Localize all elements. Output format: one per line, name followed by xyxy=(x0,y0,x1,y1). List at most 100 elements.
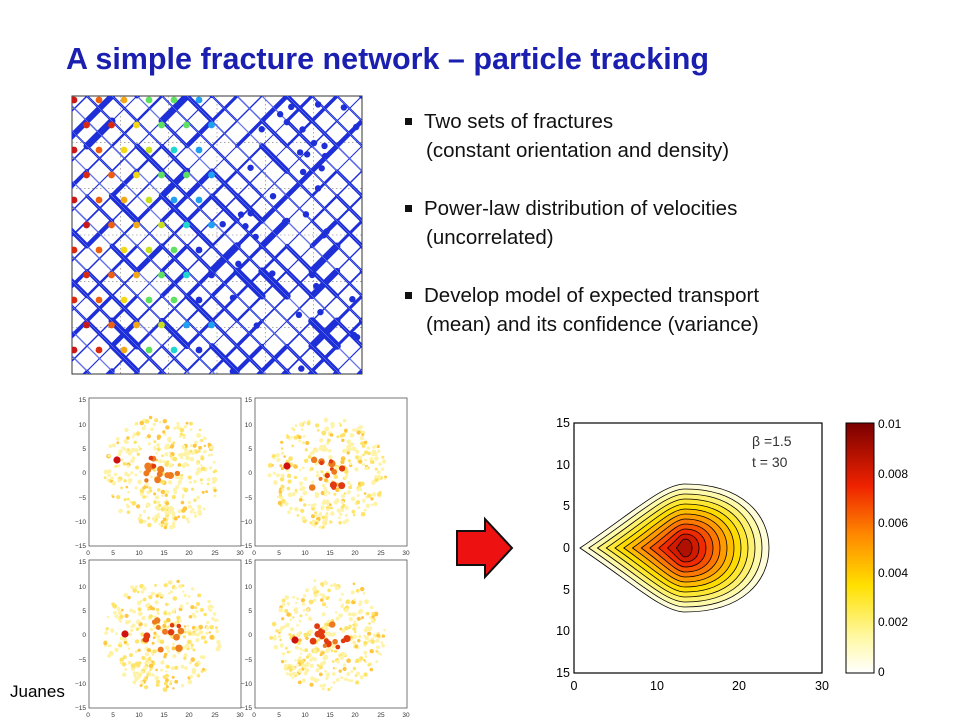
fracture-segment xyxy=(212,46,237,71)
fracture-edge xyxy=(412,21,437,46)
fracture-segment xyxy=(12,621,37,646)
fracture-segment xyxy=(209,96,215,99)
fracture-segment xyxy=(487,46,512,71)
particle-dot xyxy=(168,463,173,468)
fracture-segment xyxy=(487,596,512,621)
particle-dot xyxy=(321,483,326,488)
particle-dot xyxy=(127,451,132,456)
particle-dot xyxy=(358,455,363,460)
particle-dot xyxy=(200,456,205,461)
fracture-segment xyxy=(512,421,537,446)
fracture-segment xyxy=(37,246,62,271)
fracture-edge xyxy=(361,96,362,97)
particle-dot xyxy=(357,506,361,510)
particle-dot xyxy=(356,494,360,497)
particle-dot xyxy=(212,480,216,484)
fracture-edge xyxy=(261,295,288,322)
particle-dot xyxy=(297,641,301,646)
x-tick-label: 5 xyxy=(277,550,281,557)
particle-dot xyxy=(134,448,139,453)
fracture-edge xyxy=(312,46,337,71)
fracture-segment xyxy=(12,371,37,396)
fracture-edge xyxy=(587,71,612,96)
particle-dot xyxy=(206,620,210,625)
particle-dot xyxy=(189,428,193,431)
fracture-edge xyxy=(512,221,537,246)
fracture-edge xyxy=(161,370,166,374)
particle-dot xyxy=(108,271,115,279)
particle-dot xyxy=(302,608,306,612)
particle-dot xyxy=(292,634,295,637)
particle-dot xyxy=(145,502,151,508)
concentration-contour-plot: β =1.5 t = 30 0 10 20 30 15 10 5 0 5 10 … xyxy=(556,416,908,693)
particle-dot xyxy=(311,480,315,484)
fracture-edge xyxy=(487,396,512,421)
fracture-edge xyxy=(186,295,213,322)
fracture-edge xyxy=(186,120,213,147)
particle-dot xyxy=(178,479,182,484)
fracture-segment xyxy=(537,171,562,196)
fracture-segment xyxy=(387,371,412,396)
fracture-edge xyxy=(362,71,387,96)
fracture-segment xyxy=(362,46,387,71)
particle-dot xyxy=(288,103,295,111)
fracture-segment xyxy=(360,169,362,173)
particle-dot xyxy=(140,670,144,675)
particle-dot xyxy=(284,659,287,663)
fracture-segment xyxy=(462,371,487,396)
particle-dot xyxy=(207,453,211,457)
fracture-edge xyxy=(437,96,462,121)
fracture-segment xyxy=(0,621,12,646)
fracture-segment xyxy=(487,496,512,521)
fracture-edge xyxy=(412,471,437,496)
fracture-segment xyxy=(587,71,612,96)
particle-dot xyxy=(133,171,140,179)
particle-dot xyxy=(294,607,299,612)
fracture-edge xyxy=(111,320,138,347)
fracture-edge xyxy=(512,196,537,221)
fracture-edge xyxy=(0,346,12,371)
fracture-segment xyxy=(412,0,437,21)
fracture-segment xyxy=(37,446,62,471)
fracture-segment xyxy=(512,0,537,21)
fracture-segment xyxy=(537,271,562,296)
fracture-segment xyxy=(487,296,512,321)
fracture-segment xyxy=(412,121,437,146)
fracture-segment xyxy=(462,271,487,296)
fracture-segment xyxy=(12,346,37,371)
fracture-segment xyxy=(412,221,437,246)
particle-dot xyxy=(352,634,358,640)
fracture-edge xyxy=(337,21,362,46)
particle-dot xyxy=(276,111,284,118)
y-tick-label: 0 xyxy=(248,632,252,639)
particle-dot xyxy=(330,511,335,516)
particle-dot xyxy=(297,668,303,673)
particle-dot xyxy=(326,441,330,445)
particle-dot xyxy=(134,639,140,644)
fracture-edge xyxy=(537,521,562,546)
bullet-subtext: (mean) and its confidence (variance) xyxy=(426,313,759,336)
fracture-segment xyxy=(37,46,62,71)
particle-dot xyxy=(301,678,306,683)
particle-dot xyxy=(160,489,165,495)
fracture-edge xyxy=(0,171,12,196)
particle-dot xyxy=(195,146,203,154)
fracture-segment xyxy=(412,421,437,446)
fracture-segment xyxy=(37,396,62,421)
y-tick-label: 5 xyxy=(248,446,252,453)
fracture-edge xyxy=(136,220,163,247)
particle-dot xyxy=(288,456,293,461)
fracture-edge xyxy=(37,171,62,196)
fracture-edge xyxy=(136,195,163,222)
bullet-text: Two sets of fractures xyxy=(424,110,614,133)
fracture-edge xyxy=(587,121,612,146)
fracture-segment xyxy=(537,321,562,346)
particle-dot xyxy=(213,488,217,493)
particle-dot xyxy=(340,494,345,499)
particle-dot xyxy=(177,483,181,486)
particle-dot xyxy=(209,625,214,630)
fracture-segment xyxy=(387,196,412,221)
fracture-segment xyxy=(412,321,437,346)
particle-dot xyxy=(123,447,127,451)
particle-dot xyxy=(145,196,153,204)
